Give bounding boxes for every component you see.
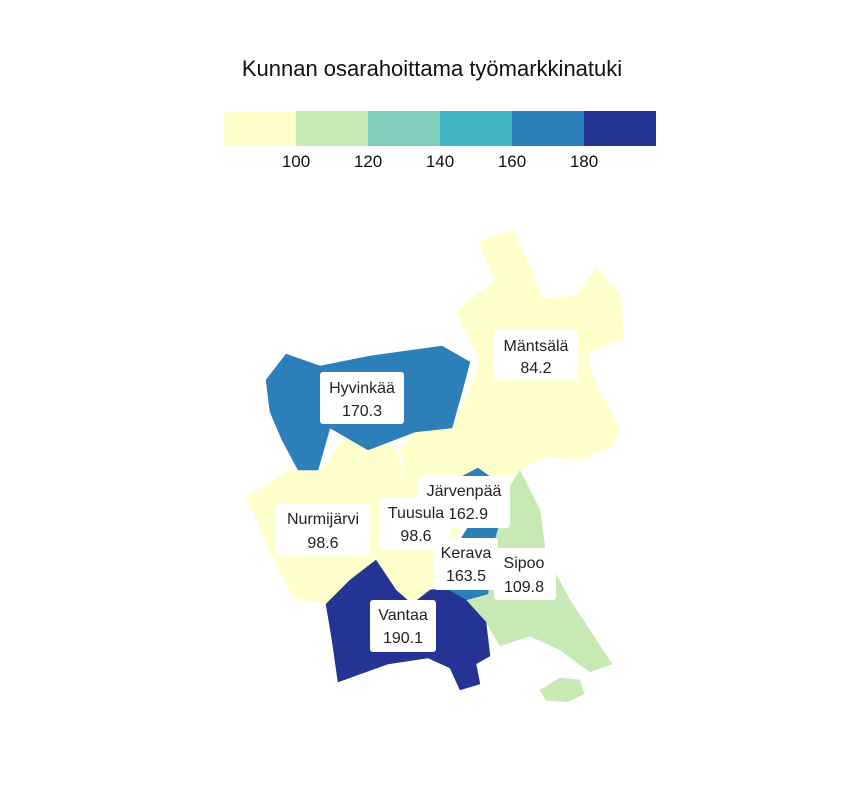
- label-vantaa: Vantaa 190.1: [370, 600, 436, 652]
- map-title: Kunnan osarahoittama työmarkkinatuki: [241, 56, 623, 81]
- legend-swatch: [440, 111, 512, 146]
- region-value-label: 190.1: [383, 630, 423, 647]
- label-box: [434, 538, 498, 590]
- region-value-label: 109.8: [504, 579, 544, 596]
- label-kerava: Kerava 163.5: [434, 538, 498, 590]
- region-name-label: Nurmijärvi: [287, 511, 359, 528]
- region-value-label: 170.3: [342, 403, 382, 420]
- region-value-label: 84.2: [520, 360, 551, 377]
- legend-ticks: 100 120 140 160 180: [224, 152, 656, 176]
- region-name-label: Kerava: [441, 545, 492, 562]
- region-name-label: Mäntsälä: [504, 338, 569, 355]
- legend-swatch: [296, 111, 368, 146]
- region-sipoo-island[interactable]: [539, 677, 585, 703]
- legend-tick-label: 120: [353, 152, 383, 171]
- label-tuusula: Tuusula 98.6: [380, 498, 450, 550]
- legend-swatch: [584, 111, 656, 146]
- label-box: [494, 330, 578, 380]
- region-name-label: Sipoo: [504, 555, 545, 572]
- region-name-label: Tuusula: [388, 505, 444, 522]
- legend-tick-label: 100: [281, 152, 311, 171]
- color-legend: [224, 111, 656, 147]
- region-name-label: Järvenpää: [427, 483, 502, 500]
- region-value-label: 163.5: [446, 568, 486, 585]
- legend-swatch: [512, 111, 584, 146]
- label-box: [320, 372, 404, 424]
- label-mantsala: Mäntsälä 84.2: [494, 330, 578, 380]
- region-value-label: 98.6: [400, 528, 431, 545]
- region-name-label: Hyvinkää: [329, 380, 395, 397]
- legend-tick-label: 160: [497, 152, 527, 171]
- label-box: [276, 504, 370, 556]
- region-value-label: 162.9: [448, 506, 488, 523]
- label-hyvinkaa: Hyvinkää 170.3: [320, 372, 404, 424]
- region-value-label: 98.6: [307, 535, 338, 552]
- legend-tick-label: 140: [425, 152, 455, 171]
- label-sipoo: Sipoo 109.8: [494, 548, 556, 600]
- legend-swatch: [224, 111, 296, 146]
- label-nurmijarvi: Nurmijärvi 98.6: [276, 504, 370, 556]
- legend-tick-label: 180: [569, 152, 599, 171]
- label-box: [380, 498, 450, 550]
- region-name-label: Vantaa: [378, 607, 428, 624]
- label-box: [494, 548, 556, 600]
- legend-swatch: [368, 111, 440, 146]
- label-box: [370, 600, 436, 652]
